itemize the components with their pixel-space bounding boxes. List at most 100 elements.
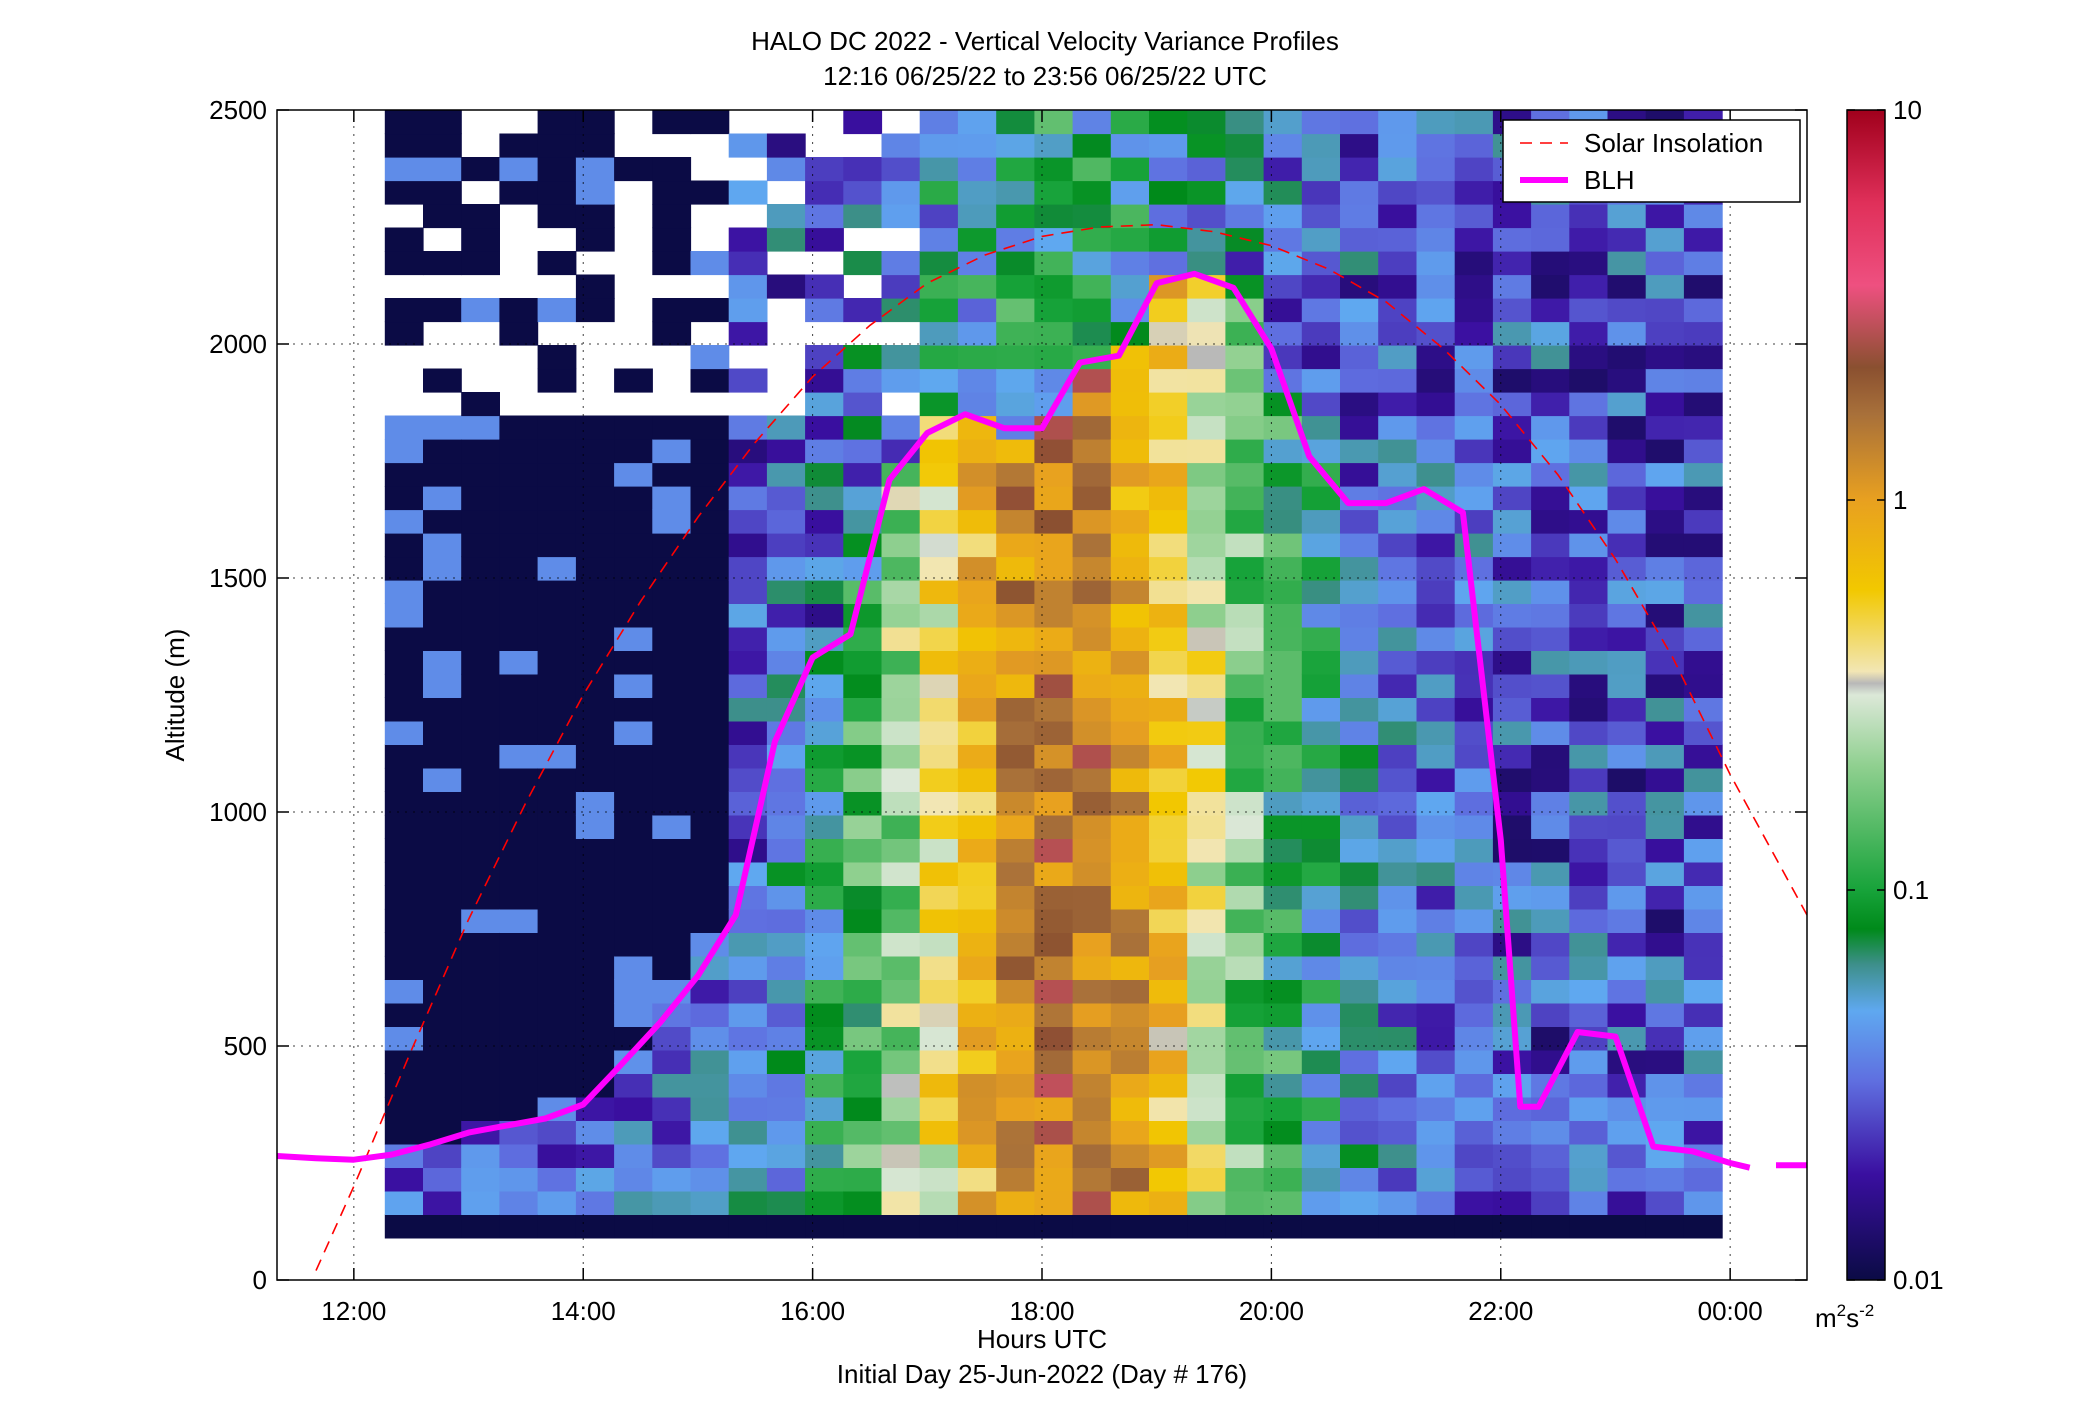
colorbar-tick-label: 1	[1893, 485, 1907, 515]
heatmap-cell	[996, 908, 1035, 933]
heatmap-cell	[1607, 321, 1647, 346]
heatmap-cell	[1072, 274, 1112, 299]
heatmap-cell	[1683, 861, 1723, 886]
heatmap-cell	[1378, 1190, 1417, 1215]
legend: Solar Insolation BLH	[1502, 119, 1801, 203]
heatmap-cell	[652, 180, 692, 205]
heatmap-cell	[843, 415, 883, 440]
heatmap-cell	[1569, 955, 1609, 980]
heatmap-cell	[1225, 720, 1265, 745]
heatmap-cell	[614, 439, 653, 464]
heatmap-cell	[766, 157, 806, 182]
heatmap-cell	[614, 955, 653, 980]
heatmap-cell	[1187, 415, 1226, 440]
heatmap-cell	[1607, 1143, 1647, 1168]
heatmap-cell	[957, 1167, 997, 1192]
heatmap-cell	[1378, 603, 1417, 628]
heatmap-cell	[1263, 650, 1303, 675]
heatmap-cell	[423, 955, 462, 980]
heatmap-cell	[614, 1143, 653, 1168]
heatmap-cell	[423, 697, 462, 722]
heatmap-cell	[1683, 908, 1723, 933]
heatmap-cell	[1034, 1073, 1074, 1098]
heatmap-cell	[1569, 838, 1609, 863]
heatmap-cell	[1531, 392, 1570, 417]
heatmap-cell	[461, 673, 500, 698]
heatmap-cell	[423, 673, 462, 698]
heatmap-cell	[881, 838, 921, 863]
heatmap-cell	[957, 1190, 997, 1215]
heatmap-cell	[1263, 979, 1303, 1004]
heatmap-cell	[1378, 509, 1417, 534]
heatmap-cell	[1454, 298, 1494, 323]
heatmap-cell	[690, 1143, 730, 1168]
heatmap-cell	[1531, 1143, 1570, 1168]
heatmap-cell	[1110, 1214, 1150, 1239]
heatmap-cell	[1416, 180, 1456, 205]
heatmap-cell	[1569, 579, 1609, 604]
heatmap-cell	[805, 838, 844, 863]
heatmap-cell	[996, 157, 1035, 182]
heatmap-cell	[1263, 1214, 1303, 1239]
heatmap-cell	[919, 180, 959, 205]
heatmap-cell	[1072, 673, 1112, 698]
heatmap-cell	[1492, 720, 1532, 745]
heatmap-cell	[1569, 415, 1609, 440]
heatmap-cell	[1072, 1190, 1112, 1215]
heatmap-cell	[1263, 932, 1303, 957]
heatmap-cell	[690, 345, 730, 370]
heatmap-cell	[1034, 556, 1074, 581]
heatmap-cell	[1454, 1167, 1494, 1192]
heatmap-cell	[1454, 274, 1494, 299]
heatmap-cell	[575, 298, 615, 323]
heatmap-cell	[1607, 533, 1647, 558]
heatmap-cell	[1263, 1096, 1303, 1121]
heatmap-cell	[805, 1026, 844, 1051]
heatmap-cell	[423, 462, 462, 487]
heatmap-cell	[652, 814, 692, 839]
heatmap-cell	[1072, 415, 1112, 440]
heatmap-cell	[996, 110, 1035, 135]
heatmap-cell	[1378, 838, 1417, 863]
heatmap-cell	[843, 838, 883, 863]
heatmap-cell	[1034, 180, 1074, 205]
heatmap-cell	[843, 720, 883, 745]
heatmap-cell	[805, 744, 844, 769]
heatmap-cell	[423, 533, 462, 558]
heatmap-cell	[461, 1167, 500, 1192]
heatmap-cell	[575, 603, 615, 628]
heatmap-cell	[805, 885, 844, 910]
heatmap-cell	[957, 1120, 997, 1145]
heatmap-cell	[1340, 767, 1379, 792]
heatmap-cell	[1492, 885, 1532, 910]
heatmap-cell	[1263, 791, 1303, 816]
heatmap-cell	[1454, 415, 1494, 440]
heatmap-cell	[728, 533, 768, 558]
heatmap-cell	[1454, 1190, 1494, 1215]
heatmap-cell	[1683, 1190, 1723, 1215]
heatmap-cell	[652, 720, 692, 745]
heatmap-cell	[1454, 157, 1494, 182]
heatmap-cell	[499, 486, 539, 511]
heatmap-cell	[575, 1190, 615, 1215]
heatmap-cell	[1416, 556, 1456, 581]
heatmap	[384, 110, 1723, 1239]
heatmap-cell	[805, 861, 844, 886]
heatmap-cell	[1149, 486, 1188, 511]
heatmap-cell	[423, 720, 462, 745]
heatmap-cell	[805, 509, 844, 534]
heatmap-cell	[499, 509, 539, 534]
heatmap-cell	[1187, 204, 1226, 229]
heatmap-cell	[766, 1143, 806, 1168]
heatmap-cell	[1149, 838, 1188, 863]
heatmap-cell	[1531, 462, 1570, 487]
heatmap-cell	[461, 1143, 500, 1168]
heatmap-cell	[805, 1002, 844, 1027]
heatmap-cell	[1149, 1073, 1188, 1098]
heatmap-cell	[1378, 227, 1417, 252]
heatmap-cell	[575, 204, 615, 229]
heatmap-cell	[1492, 392, 1532, 417]
heatmap-cell	[1416, 650, 1456, 675]
heatmap-cell	[1187, 579, 1226, 604]
